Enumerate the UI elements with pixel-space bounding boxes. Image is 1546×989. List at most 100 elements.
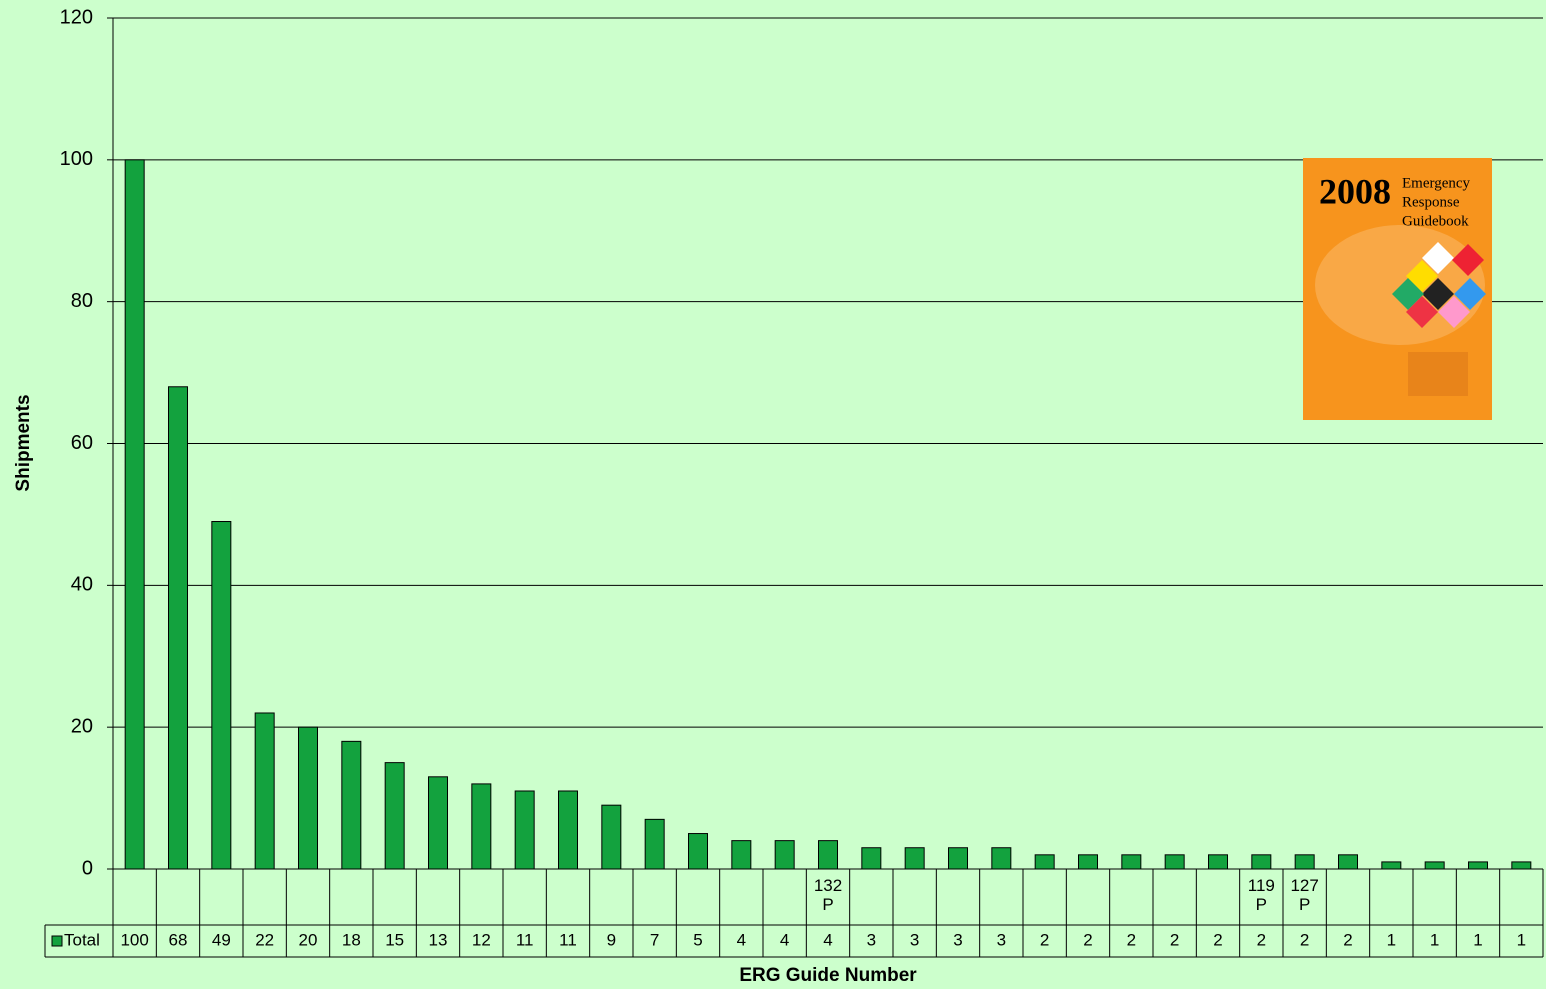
legend-label: Total	[64, 930, 100, 949]
bar	[1164, 854, 1185, 870]
y-tick-label: 20	[71, 715, 93, 737]
cover-caption	[1408, 352, 1468, 396]
bar	[774, 840, 795, 870]
bar	[991, 847, 1012, 870]
cover-year: 2008	[1319, 171, 1391, 211]
y-tick-label: 0	[82, 857, 93, 879]
data-table-value: 11	[516, 930, 534, 949]
data-table-value: 2	[1040, 930, 1049, 949]
data-table-value: 20	[299, 930, 318, 949]
y-tick-label: 100	[60, 148, 93, 170]
cover-title: Emergency	[1402, 175, 1471, 191]
bar	[384, 762, 405, 870]
data-table-value: 100	[120, 930, 148, 949]
data-table-value: 9	[607, 930, 616, 949]
data-table-value: 1	[1473, 930, 1482, 949]
y-tick-label: 60	[71, 432, 93, 454]
data-table-value: 3	[997, 930, 1006, 949]
bar	[1381, 861, 1402, 870]
cover-map	[1315, 225, 1485, 345]
label-line: P	[1299, 895, 1310, 914]
data-table-value: 22	[255, 930, 274, 949]
x-axis-label: ERG Guide Number	[739, 965, 917, 986]
data-table-value: 2	[1213, 930, 1222, 949]
data-table-value: 4	[737, 930, 746, 949]
data-table-value: 2	[1257, 930, 1266, 949]
legend-swatch	[51, 935, 63, 947]
data-table-value: 18	[342, 930, 361, 949]
label-line: 119	[1248, 876, 1275, 895]
bar	[211, 521, 232, 870]
placard	[1422, 242, 1454, 274]
cover-title: Guidebook	[1402, 213, 1469, 229]
bar	[1468, 861, 1488, 870]
label-line: P	[1256, 895, 1267, 914]
bar	[558, 790, 578, 870]
bar	[731, 840, 752, 870]
label-line: P	[822, 895, 833, 914]
data-table-value: 4	[823, 930, 832, 949]
bar	[298, 726, 318, 870]
bar	[948, 847, 968, 870]
data-table-value: 7	[650, 930, 659, 949]
placard	[1438, 296, 1470, 328]
bar	[1251, 854, 1272, 870]
bar	[861, 847, 882, 870]
placard	[1452, 244, 1484, 276]
bar	[168, 386, 188, 870]
bar	[1338, 854, 1358, 870]
bar	[341, 740, 362, 870]
data-table-value: 12	[472, 930, 491, 949]
x-tick-label: 127 P	[1290, 876, 1318, 914]
y-tick-label: 80	[71, 290, 93, 312]
bar	[514, 790, 535, 870]
data-table-value: 3	[953, 930, 962, 949]
cover-title: Response	[1402, 194, 1460, 210]
label-line: 132	[814, 876, 842, 895]
bar	[818, 840, 838, 870]
bar	[644, 818, 665, 870]
x-tick-label: 132 P	[814, 876, 842, 914]
bar	[1078, 854, 1098, 870]
data-table-value: 1	[1517, 930, 1526, 949]
data-table-value: 2	[1127, 930, 1136, 949]
bar	[254, 712, 275, 870]
data-table-value: 15	[385, 930, 404, 949]
bar	[124, 159, 145, 870]
bar	[601, 804, 622, 870]
guidebook-cover: 2008 Emergency Response Guidebook	[1303, 158, 1492, 420]
bar	[1034, 854, 1055, 870]
data-table-value: 5	[693, 930, 702, 949]
data-table-value: 11	[559, 930, 577, 949]
data-table-value: 68	[169, 930, 188, 949]
data-table-value: 3	[867, 930, 876, 949]
y-tick-label: 120	[60, 6, 93, 28]
data-table-value: 2	[1083, 930, 1092, 949]
placard	[1406, 296, 1438, 328]
data-table-value: 49	[212, 930, 231, 949]
label-line: 127	[1290, 876, 1318, 895]
bar	[1294, 854, 1315, 870]
bar	[471, 783, 492, 870]
bar	[428, 776, 448, 870]
bar	[904, 847, 925, 870]
y-axis-label: Shipments	[13, 394, 34, 491]
data-table-value: 1	[1387, 930, 1396, 949]
placard	[1454, 278, 1486, 310]
bar	[1121, 854, 1142, 870]
bar	[1424, 861, 1445, 870]
placard	[1422, 278, 1454, 310]
data-table-value: 2	[1300, 930, 1309, 949]
data-table-value: 1	[1430, 930, 1439, 949]
y-tick-label: 40	[71, 574, 93, 596]
data-table-value: 3	[910, 930, 919, 949]
bar	[1208, 854, 1228, 870]
data-table-value: 13	[429, 930, 448, 949]
data-table-value: 4	[780, 930, 789, 949]
bar	[688, 833, 708, 870]
data-table-value: 2	[1343, 930, 1352, 949]
bar	[1511, 861, 1532, 870]
